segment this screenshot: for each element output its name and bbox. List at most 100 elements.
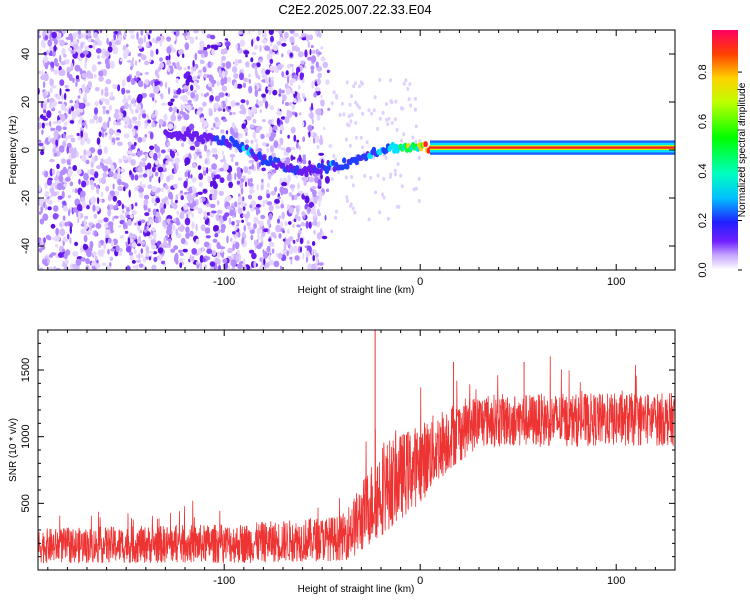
noise-speckle (130, 173, 135, 181)
noise-speckle (278, 30, 282, 35)
noise-speckle (142, 173, 148, 178)
noise-speckle (212, 250, 217, 256)
noise-speckle (287, 174, 291, 183)
noise-speckle (271, 248, 275, 254)
noise-speckle (335, 95, 339, 100)
noise-speckle (167, 238, 172, 243)
noise-speckle (284, 32, 289, 39)
noise-speckle (122, 221, 127, 230)
noise-speckle (120, 181, 126, 186)
noise-speckle (161, 187, 164, 193)
noise-speckle (119, 214, 123, 218)
noise-speckle (134, 174, 139, 181)
noise-speckle (311, 249, 314, 256)
noise-speckle (96, 259, 99, 264)
noise-speckle (85, 258, 90, 265)
noise-speckle (105, 109, 110, 115)
noise-speckle (351, 206, 355, 211)
noise-speckle (242, 82, 247, 88)
noise-speckle (59, 88, 62, 96)
noise-speckle (44, 182, 48, 189)
noise-speckle (113, 190, 120, 196)
noise-speckle (86, 150, 92, 157)
noise-speckle (198, 69, 202, 73)
noise-speckle (121, 87, 126, 95)
noise-speckle (141, 157, 147, 162)
noise-speckle (310, 55, 317, 63)
noise-speckle (195, 223, 198, 232)
ridge-mark (221, 135, 226, 141)
colorbar-tick-label: 0.0 (697, 262, 709, 277)
noise-speckle (307, 56, 313, 61)
noise-speckle (291, 146, 296, 151)
noise-speckle (263, 251, 268, 259)
noise-speckle (290, 90, 295, 95)
noise-speckle (85, 231, 91, 236)
noise-speckle (149, 131, 154, 140)
noise-speckle (44, 35, 48, 40)
noise-speckle (44, 61, 49, 70)
noise-speckle (203, 211, 206, 217)
noise-speckle (76, 99, 79, 104)
noise-speckle (330, 177, 334, 182)
noise-speckle (304, 195, 310, 204)
noise-speckle (155, 211, 160, 218)
noise-speckle (154, 99, 157, 104)
snr-xlabel: Height of straight line (km) (298, 584, 415, 595)
noise-speckle (312, 189, 317, 196)
noise-speckle (278, 143, 282, 150)
noise-speckle (322, 61, 329, 69)
noise-speckle (293, 32, 299, 38)
noise-speckle (249, 124, 255, 128)
noise-speckle (152, 82, 155, 89)
noise-speckle (270, 131, 276, 138)
noise-speckle (113, 120, 116, 126)
noise-speckle (208, 74, 214, 82)
noise-speckle (393, 168, 397, 173)
noise-speckle (149, 58, 152, 63)
noise-speckle (234, 235, 238, 240)
noise-speckle (181, 94, 188, 103)
noise-speckle (101, 262, 107, 266)
noise-speckle (248, 30, 251, 35)
noise-speckle (55, 139, 59, 147)
noise-speckle (69, 134, 74, 138)
noise-speckle (77, 95, 81, 99)
noise-speckle (168, 106, 173, 113)
noise-speckle (81, 83, 86, 92)
noise-speckle (111, 38, 115, 45)
noise-speckle (225, 196, 231, 200)
noise-speckle (182, 248, 188, 253)
noise-speckle (110, 91, 114, 100)
noise-speckle (208, 108, 213, 117)
noise-speckle (179, 262, 183, 269)
y-tick-label: 40 (20, 48, 32, 60)
noise-speckle (63, 183, 67, 187)
noise-speckle (334, 157, 338, 162)
noise-speckle (157, 247, 164, 254)
noise-speckle (325, 79, 330, 85)
noise-speckle (296, 238, 299, 243)
noise-speckle (296, 224, 301, 228)
noise-speckle (73, 147, 77, 155)
noise-speckle (308, 160, 311, 166)
noise-speckle (239, 104, 245, 110)
noise-speckle (242, 196, 245, 202)
noise-speckle (168, 87, 171, 95)
noise-speckle (213, 224, 219, 232)
noise-speckle (92, 42, 96, 50)
noise-speckle (281, 71, 285, 78)
noise-speckle (190, 174, 193, 179)
noise-speckle (264, 45, 271, 52)
noise-speckle (320, 173, 323, 180)
noise-speckle (265, 100, 268, 109)
noise-speckle (365, 140, 369, 145)
noise-speckle (73, 32, 79, 36)
noise-speckle (278, 88, 282, 94)
noise-speckle (147, 184, 153, 189)
noise-speckle (185, 232, 190, 240)
noise-speckle (387, 116, 391, 121)
noise-speckle (274, 186, 278, 192)
noise-speckle (318, 32, 322, 38)
noise-speckle (66, 66, 71, 74)
